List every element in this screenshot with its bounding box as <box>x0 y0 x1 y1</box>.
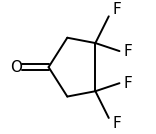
Text: O: O <box>10 60 22 75</box>
Text: F: F <box>123 44 132 59</box>
Text: F: F <box>113 2 122 17</box>
Text: F: F <box>123 76 132 91</box>
Text: F: F <box>113 116 122 131</box>
